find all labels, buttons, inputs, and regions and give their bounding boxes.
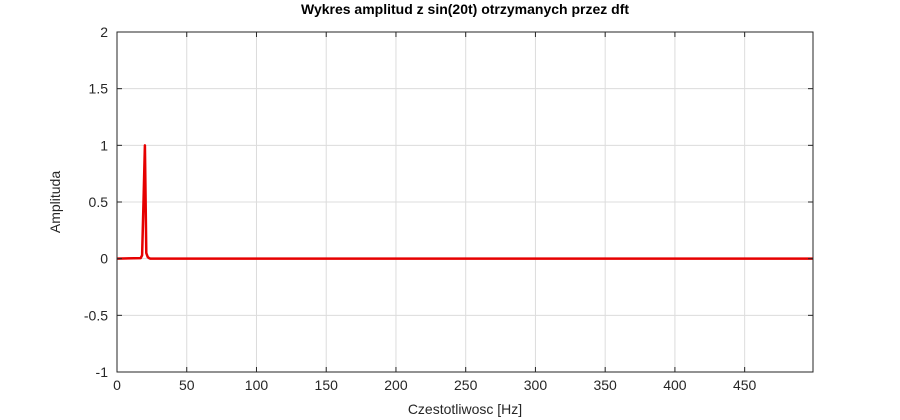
x-tick-label: 100 — [245, 377, 269, 393]
y-tick-label: 2 — [100, 24, 108, 40]
x-tick-label: 250 — [454, 377, 478, 393]
x-tick-label: 450 — [733, 377, 757, 393]
x-tick-label: 300 — [524, 377, 548, 393]
y-tick-label: 1.5 — [89, 81, 109, 97]
y-tick-label: -1 — [96, 364, 109, 380]
y-axis: -1 -0.5 0 0.5 1 1.5 2 — [84, 24, 813, 380]
chart-title: Wykres amplitud z sin(20t) otrzymanych p… — [301, 1, 629, 17]
grid — [117, 32, 813, 372]
plot-area — [116, 144, 813, 260]
x-tick-label: 200 — [384, 377, 408, 393]
x-tick-label: 50 — [179, 377, 195, 393]
y-tick-label: 1 — [100, 137, 108, 153]
x-tick-label: 400 — [663, 377, 687, 393]
x-axis: 0 50 100 150 200 250 300 350 400 450 — [113, 32, 757, 393]
amplitude-series-line — [116, 144, 813, 260]
x-tick-label: 350 — [593, 377, 617, 393]
y-tick-label: -0.5 — [84, 307, 108, 323]
y-tick-label: 0 — [100, 251, 108, 267]
x-tick-label: 0 — [113, 377, 121, 393]
y-tick-label: 0.5 — [89, 194, 109, 210]
x-tick-label: 150 — [315, 377, 339, 393]
x-axis-label: Czestotliwosc [Hz] — [408, 401, 522, 417]
y-axis-label: Amplituda — [47, 171, 63, 233]
